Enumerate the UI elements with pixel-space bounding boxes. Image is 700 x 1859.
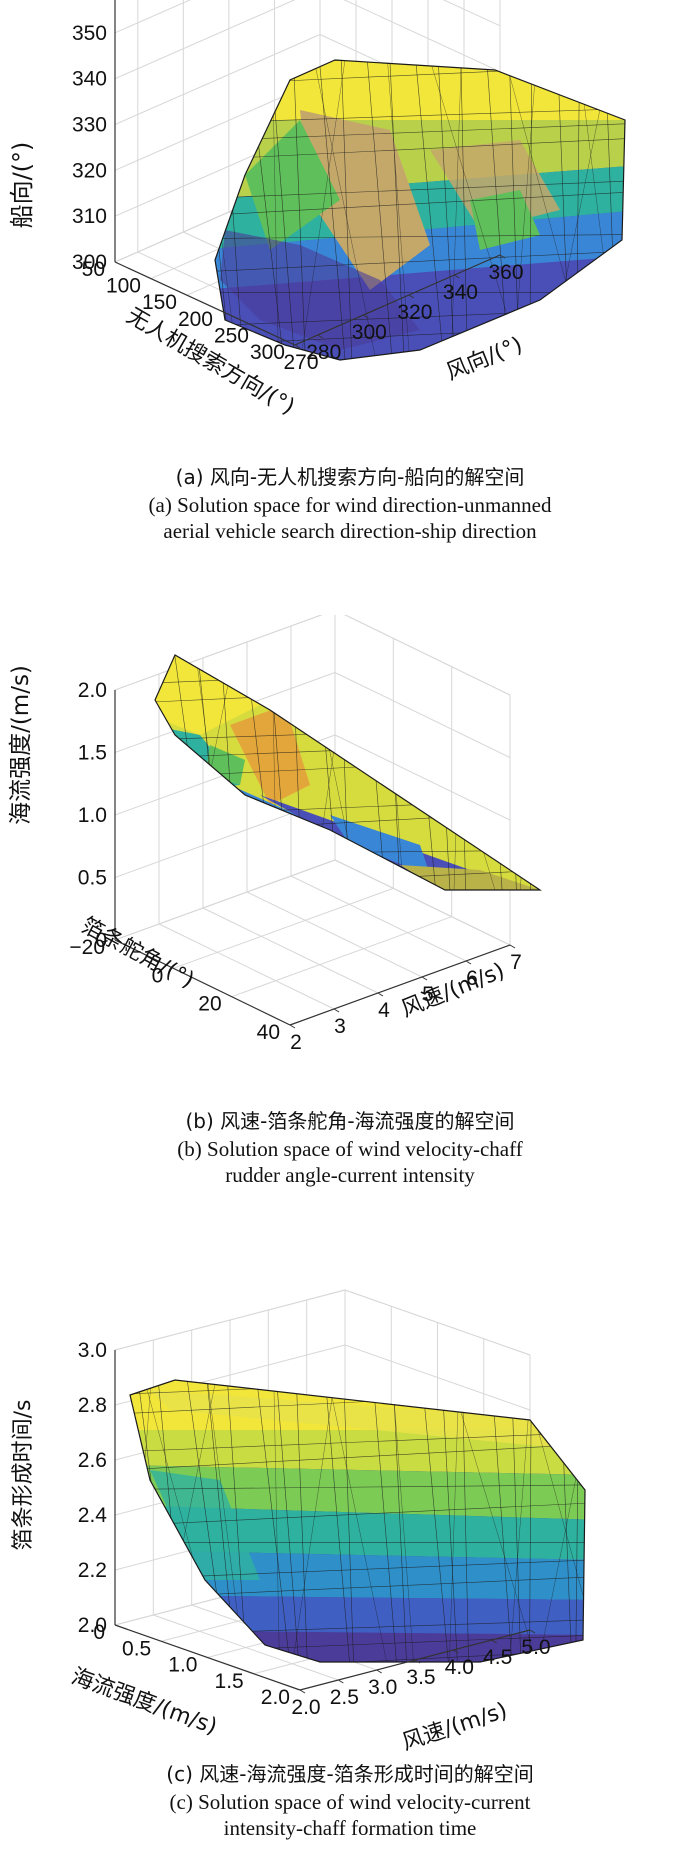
x-tick-label-c: 5.0: [521, 1636, 550, 1659]
z-tick-label-b: 2.0: [78, 679, 107, 702]
z-axis-label-b: 海流强度/(m/s): [8, 665, 34, 825]
z-tick-label-c: 3.0: [78, 1339, 107, 1362]
chart-a: 2702803003203403603002502001501005030031…: [8, 0, 626, 420]
x-tick-label-a: 280: [306, 341, 341, 364]
z-tick-label-b: 1.5: [78, 742, 107, 765]
z-axis-label-a: 船向/(°): [8, 142, 36, 229]
y-tick-label-c: 0: [93, 1621, 105, 1644]
z-tick-label-a: 310: [72, 205, 107, 228]
z-tick-label-c: 2.0: [78, 1614, 107, 1637]
y-tick-label-c: 1.5: [215, 1670, 244, 1693]
z-tick-label-c: 2.8: [78, 1394, 107, 1417]
x-tick-label-b: 6: [466, 967, 478, 990]
x-tick-label-c: 3.5: [406, 1666, 435, 1689]
y-tick-label-a: 250: [214, 324, 249, 347]
caption-en-a-line1: (a) Solution space for wind direction-un…: [148, 493, 552, 517]
x-tick-label-b: 4: [378, 999, 390, 1022]
y-tick-label-a: 200: [178, 308, 213, 331]
y-tick-label-a: 300: [250, 341, 285, 364]
chart-c: 2.0 2.5 3.0 3.5 4.0 4.5 5.02.01.51.00.502.02.2…: [11, 1289, 586, 1756]
x-tick-label-b: 5: [422, 983, 434, 1006]
x-tick-label-a: 360: [488, 261, 523, 284]
y-tick-label-a: 100: [106, 275, 141, 298]
z-tick-label-b: 0.5: [78, 867, 107, 890]
y-tick-label-c: 2.0: [261, 1686, 290, 1709]
x-tick-label-a: 320: [397, 301, 432, 324]
x-tick-label-c: 3.0: [368, 1676, 397, 1699]
surface-c: [129, 1379, 586, 1663]
z-tick-label-c: 2.4: [78, 1504, 108, 1527]
x-tick-label-c: 4.5: [483, 1646, 512, 1669]
x-tick-label-b: 2: [290, 1031, 302, 1054]
x-axis-label-c: 风速/(m/s): [399, 1698, 510, 1755]
surface-b: [154, 654, 542, 891]
z-tick-label-b: 0: [95, 929, 107, 952]
z-tick-label-a: 350: [72, 22, 107, 45]
z-tick-label-a: 300: [72, 251, 107, 274]
surface-a: [214, 59, 626, 361]
caption-zh-c: (c) 风速-海流强度-箔条形成时间的解空间: [166, 1762, 534, 1786]
x-tick-label-b: 3: [334, 1015, 346, 1038]
caption-en-c-line2: intensity-chaff formation time: [223, 1816, 477, 1840]
y-tick-label-b: 40: [257, 1021, 280, 1044]
x-axis-label-a: 风向/(°): [443, 333, 526, 386]
y-tick-label-a: 50: [82, 258, 105, 281]
z-tick-label-c: 2.6: [78, 1449, 107, 1472]
caption-en-b-line1: (b) Solution space of wind velocity-chaf…: [177, 1137, 523, 1161]
y-tick-label-c: 1.0: [168, 1654, 197, 1677]
z-tick-label-b: 1.0: [78, 804, 107, 827]
x-tick-label-c: 2.0: [291, 1696, 320, 1719]
caption-en-c-line1: (c) Solution space of wind velocity-curr…: [169, 1790, 531, 1814]
x-tick-label-c: 2.5: [330, 1686, 359, 1709]
z-tick-label-a: 320: [72, 159, 107, 182]
caption-en-a-line2: aerial vehicle search direction-ship dir…: [163, 519, 537, 543]
caption-en-b-line2: rudder angle-current intensity: [225, 1163, 475, 1187]
z-tick-label-c: 2.2: [78, 1559, 107, 1582]
y-tick-label-b: 0: [152, 964, 164, 987]
z-axis-label-c: 箔条形成时间/s: [11, 1400, 36, 1551]
y-tick-label-c: 0.5: [122, 1637, 151, 1660]
y-tick-label-b: −20: [69, 936, 105, 959]
x-tick-label-a: 340: [443, 281, 478, 304]
x-axis-label-b: 风速/(m/s): [398, 959, 508, 1023]
z-tick-label-a: 340: [72, 68, 107, 91]
panel-b: 2 3 4 5 6 7 40 20 0 −20 0 0.5 1.0 1.5 2.0 海流强度/(m/s) 箔…: [0, 615, 700, 1215]
x-tick-label-b: 7: [510, 951, 522, 974]
panel-c: 2.0 2.5 3.0 3.5 4.0 4.5 5.0 2.0 1.5 1.0 0.5 0 2.0 2.2…: [0, 1250, 700, 1859]
x-tick-label-c: 4.0: [445, 1656, 474, 1679]
y-tick-label-a: 150: [142, 291, 177, 314]
caption-zh-a: (a) 风向-无人机搜索方向-船向的解空间: [175, 465, 525, 489]
z-tick-label-a: 330: [72, 114, 107, 137]
caption-zh-b: (b) 风速-箔条舵角-海流强度的解空间: [185, 1109, 515, 1133]
x-tick-label-a: 300: [352, 321, 387, 344]
x-tick-label-a: 270: [283, 351, 318, 374]
y-tick-label-b: 20: [198, 993, 221, 1016]
panel-a: 270 280 300 320 340 360 300 250 200 150 100 50 300 31…: [0, 0, 700, 560]
